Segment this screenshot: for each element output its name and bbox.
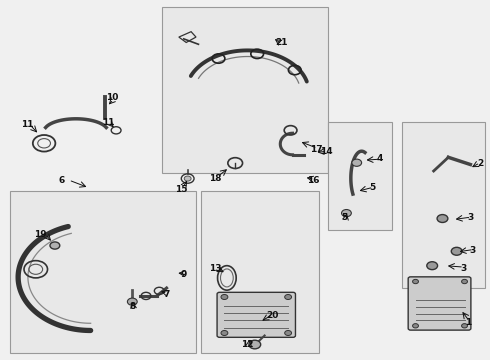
Circle shape: [342, 210, 351, 217]
Circle shape: [462, 279, 467, 284]
Text: 5: 5: [369, 183, 375, 192]
Circle shape: [285, 330, 292, 336]
FancyBboxPatch shape: [408, 277, 471, 330]
Text: 14: 14: [320, 148, 333, 157]
Text: 11: 11: [101, 118, 114, 127]
Text: 18: 18: [209, 174, 222, 183]
Bar: [201, 191, 318, 353]
Text: 16: 16: [307, 176, 320, 185]
Circle shape: [413, 279, 418, 284]
Circle shape: [285, 294, 292, 300]
Circle shape: [413, 324, 418, 328]
Circle shape: [221, 330, 228, 336]
Text: 9: 9: [180, 270, 187, 279]
Text: 15: 15: [175, 185, 188, 194]
FancyBboxPatch shape: [217, 292, 295, 337]
Bar: [402, 122, 485, 288]
Text: 19: 19: [34, 230, 47, 239]
Text: 3: 3: [470, 246, 476, 255]
Text: 11: 11: [21, 120, 33, 129]
Text: 8: 8: [129, 302, 135, 311]
Text: 4: 4: [376, 154, 383, 163]
Circle shape: [451, 247, 462, 255]
Text: 3: 3: [460, 264, 466, 273]
Text: 20: 20: [266, 311, 278, 320]
Text: 1: 1: [465, 318, 471, 327]
Text: 21: 21: [275, 38, 288, 47]
Text: 10: 10: [106, 94, 119, 103]
Circle shape: [427, 262, 438, 270]
Circle shape: [221, 294, 228, 300]
Text: 6: 6: [58, 176, 64, 185]
Text: 12: 12: [241, 341, 254, 349]
Text: 3: 3: [467, 213, 473, 222]
Bar: [328, 122, 392, 230]
Text: 7: 7: [163, 290, 170, 299]
Circle shape: [437, 215, 448, 222]
Circle shape: [50, 242, 60, 249]
Circle shape: [249, 340, 261, 349]
Circle shape: [127, 298, 137, 305]
Bar: [10, 191, 196, 353]
Circle shape: [184, 176, 191, 181]
Bar: [162, 7, 328, 173]
Text: 2: 2: [477, 159, 483, 168]
Text: 5: 5: [342, 213, 347, 222]
Circle shape: [352, 159, 362, 166]
Text: 13: 13: [209, 264, 222, 274]
Text: 17: 17: [310, 145, 322, 154]
Circle shape: [462, 324, 467, 328]
